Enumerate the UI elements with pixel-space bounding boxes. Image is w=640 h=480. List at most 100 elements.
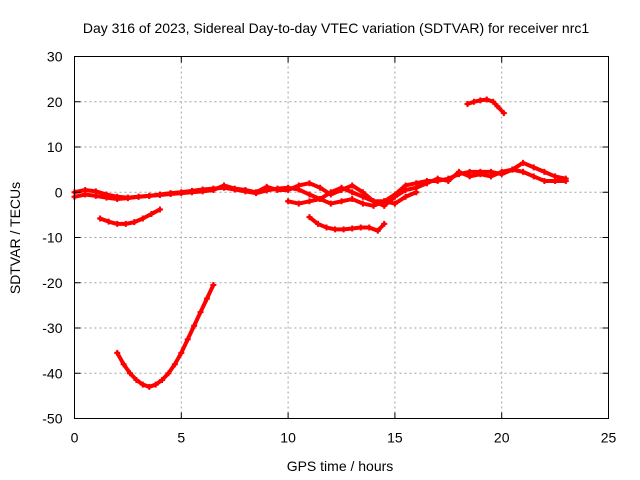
data-point xyxy=(340,226,347,233)
data-point xyxy=(231,185,238,192)
data-point xyxy=(103,191,110,198)
data-point xyxy=(114,193,121,200)
data-point xyxy=(146,383,153,390)
chart-title: Day 316 of 2023, Sidereal Day-to-day VTE… xyxy=(83,20,589,36)
data-point xyxy=(120,361,127,368)
series-track-e xyxy=(306,214,388,234)
data-point xyxy=(105,218,112,225)
data-point xyxy=(466,173,473,180)
data-point xyxy=(146,192,153,199)
data-point xyxy=(541,168,548,175)
y-tick-label: 0 xyxy=(55,184,63,200)
y-tick-label: -30 xyxy=(42,320,62,336)
data-point xyxy=(488,173,495,180)
data-point xyxy=(349,189,356,196)
data-point xyxy=(366,224,373,231)
data-point xyxy=(210,186,217,193)
series-track-f xyxy=(464,96,507,117)
data-point xyxy=(317,196,324,203)
data-point xyxy=(167,191,174,198)
data-point xyxy=(381,198,388,205)
data-point xyxy=(165,370,172,377)
data-point xyxy=(315,220,322,227)
y-tick-label: -40 xyxy=(42,365,62,381)
data-point xyxy=(148,210,155,217)
data-point xyxy=(530,173,537,180)
data-point xyxy=(455,168,462,175)
data-point xyxy=(199,188,206,195)
data-point xyxy=(191,322,198,329)
data-point xyxy=(306,180,313,187)
data-point xyxy=(391,193,398,200)
series-line xyxy=(115,283,216,389)
data-point xyxy=(470,98,477,105)
data-point xyxy=(370,198,377,205)
y-tick-label: 10 xyxy=(47,139,63,155)
data-point xyxy=(274,186,281,193)
data-point xyxy=(131,219,138,226)
data-point xyxy=(391,200,398,207)
data-point xyxy=(423,180,430,187)
data-point xyxy=(562,177,569,184)
data-point xyxy=(402,193,409,200)
data-point xyxy=(285,186,292,193)
data-point xyxy=(127,370,134,377)
data-point xyxy=(490,98,497,105)
grid xyxy=(74,56,609,419)
y-tick-label: -10 xyxy=(42,230,62,246)
x-tick-label: 10 xyxy=(280,430,296,446)
data-point xyxy=(338,184,345,191)
data-point xyxy=(92,188,99,195)
data-point xyxy=(359,200,366,207)
data-point xyxy=(498,168,505,175)
data-point xyxy=(82,186,89,193)
data-point xyxy=(323,224,330,231)
data-point xyxy=(263,183,270,190)
axis-ticks: 0 5 10 15 20 25 -50 -40 -30 -20 -10 0 10 20 30 xyxy=(42,49,616,446)
data-point xyxy=(295,200,302,207)
data-point xyxy=(306,191,313,198)
data-point xyxy=(520,159,527,166)
series-line xyxy=(307,215,387,233)
data-point xyxy=(477,171,484,178)
data-point xyxy=(159,377,166,384)
y-tick-label: 20 xyxy=(47,94,63,110)
series-track-c xyxy=(285,184,420,207)
data-point xyxy=(494,103,501,110)
series-track-g xyxy=(114,282,217,390)
x-tick-label: 5 xyxy=(177,430,185,446)
data-point xyxy=(402,186,409,193)
data-point xyxy=(434,175,441,182)
data-point xyxy=(483,96,490,103)
y-tick-label: 30 xyxy=(47,49,63,65)
data-point xyxy=(97,215,104,222)
data-point xyxy=(178,349,185,356)
data-point xyxy=(445,177,452,184)
data-point xyxy=(338,198,345,205)
data-point xyxy=(541,177,548,184)
data-point xyxy=(530,164,537,171)
data-point xyxy=(114,220,121,227)
data-point xyxy=(349,182,356,189)
x-tick-label: 15 xyxy=(387,430,403,446)
data-point xyxy=(349,225,356,232)
data-point xyxy=(139,215,146,222)
data-point xyxy=(114,349,121,356)
data-point xyxy=(152,381,159,388)
x-tick-label: 20 xyxy=(494,430,510,446)
y-tick-label: -50 xyxy=(42,411,62,427)
y-tick-label: -20 xyxy=(42,275,62,291)
data-point xyxy=(413,189,420,196)
x-tick-label: 25 xyxy=(601,430,617,446)
data-point xyxy=(184,336,191,343)
data-point xyxy=(139,381,146,388)
data-point xyxy=(156,206,163,213)
data-point xyxy=(295,182,302,189)
x-axis-label: GPS time / hours xyxy=(287,458,394,474)
data-point xyxy=(509,166,516,173)
data-point xyxy=(349,196,356,203)
data-point xyxy=(464,101,471,108)
data-point xyxy=(203,295,210,302)
data-point xyxy=(317,184,324,191)
